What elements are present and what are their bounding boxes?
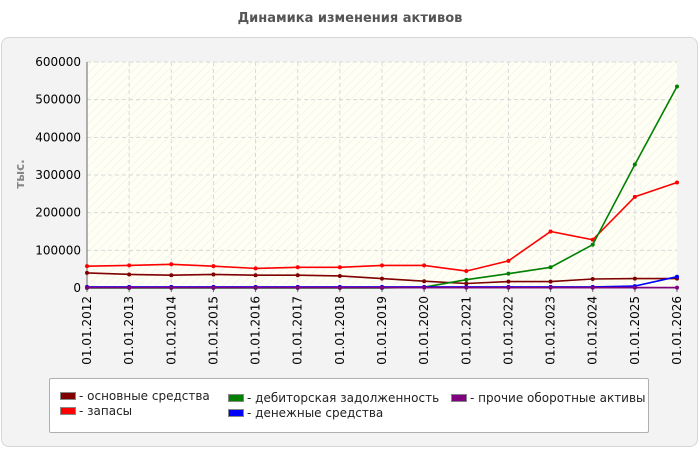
- legend-label: - основные средства: [79, 389, 210, 403]
- y-tick-label: 500000: [35, 93, 81, 107]
- series-point-1: [211, 272, 216, 277]
- x-tick-label: 01.01.2025: [628, 296, 642, 365]
- series-point-1: [422, 279, 427, 284]
- x-tick-label: 01.01.2016: [249, 296, 263, 365]
- y-tick-label: 0: [73, 281, 81, 295]
- series-point-5: [211, 285, 216, 290]
- chart-title: Динамика изменения активов: [237, 11, 463, 26]
- series-point-1: [295, 273, 300, 278]
- series-point-2: [337, 265, 342, 270]
- x-tick-label: 01.01.2021: [459, 296, 473, 365]
- series-point-2: [127, 263, 132, 268]
- series-point-4: [675, 274, 679, 279]
- series-point-2: [590, 237, 595, 242]
- series-point-2: [211, 264, 216, 269]
- y-tick-label: 200000: [35, 206, 81, 220]
- series-point-3: [675, 84, 679, 89]
- series-point-3: [590, 242, 595, 247]
- series-point-2: [506, 258, 511, 263]
- series-point-1: [590, 276, 595, 281]
- x-tick-label: 01.01.2023: [544, 296, 558, 365]
- series-point-1: [506, 279, 511, 284]
- legend-item: - основные средства: [60, 389, 210, 403]
- series-point-2: [253, 266, 258, 271]
- series-point-2: [295, 265, 300, 270]
- x-tick-label: 01.01.2020: [417, 296, 431, 365]
- legend-item: - запасы: [60, 404, 132, 418]
- legend-item: - денежные средства: [228, 406, 383, 420]
- series-point-3: [506, 271, 511, 276]
- x-tick-label: 01.01.2015: [206, 296, 220, 365]
- chart-legend: - основные средства - запасы - дебиторская…: [49, 378, 649, 433]
- series-point-1: [548, 279, 553, 284]
- legend-label: - денежные средства: [247, 406, 384, 420]
- series-point-2: [169, 262, 174, 267]
- x-tick-label: 01.01.2014: [164, 296, 178, 365]
- series-point-5: [295, 285, 300, 290]
- y-tick-label: 300000: [35, 168, 81, 182]
- legend-swatch: [451, 394, 467, 402]
- series-point-2: [85, 264, 89, 269]
- series-point-5: [506, 285, 511, 290]
- x-tick-label: 01.01.2026: [670, 296, 684, 365]
- series-point-2: [632, 194, 637, 199]
- series-point-1: [85, 270, 89, 275]
- y-tick-label: 600000: [35, 55, 81, 69]
- legend-swatch: [60, 407, 76, 415]
- legend-swatch: [228, 394, 244, 402]
- series-point-1: [464, 281, 469, 286]
- legend-item: - дебиторская задолженность: [228, 391, 439, 405]
- series-point-3: [632, 162, 637, 167]
- series-point-5: [632, 285, 637, 290]
- series-point-3: [548, 265, 553, 270]
- legend-label: - запасы: [79, 404, 133, 418]
- series-point-1: [253, 273, 258, 278]
- series-point-1: [337, 273, 342, 278]
- x-tick-label: 01.01.2024: [586, 296, 600, 365]
- series-point-2: [675, 180, 679, 185]
- y-axis-label: тыс.: [13, 159, 27, 188]
- legend-swatch: [60, 392, 76, 400]
- x-tick-label: 01.01.2019: [375, 296, 389, 365]
- x-tick-label: 01.01.2017: [291, 296, 305, 365]
- series-point-5: [548, 285, 553, 290]
- legend-item: - прочие оборотные активы: [451, 391, 646, 405]
- series-point-5: [85, 285, 89, 290]
- legend-swatch: [228, 409, 244, 417]
- series-point-5: [169, 285, 174, 290]
- x-tick-label: 01.01.2013: [122, 296, 136, 365]
- series-point-5: [337, 285, 342, 290]
- legend-label: - дебиторская задолженность: [247, 391, 440, 405]
- series-point-3: [464, 277, 469, 282]
- series-point-1: [632, 276, 637, 281]
- y-tick-label: 400000: [35, 130, 81, 144]
- y-tick-label: 100000: [35, 243, 81, 257]
- series-point-2: [464, 269, 469, 274]
- series-point-5: [464, 285, 469, 290]
- series-point-5: [253, 285, 258, 290]
- series-point-2: [422, 263, 427, 268]
- series-point-5: [127, 285, 132, 290]
- series-point-5: [675, 285, 679, 290]
- x-tick-label: 01.01.2012: [80, 296, 94, 365]
- series-point-1: [127, 272, 132, 277]
- series-point-5: [380, 285, 384, 290]
- x-tick-label: 01.01.2018: [333, 296, 347, 365]
- series-point-1: [380, 276, 384, 281]
- series-point-1: [169, 273, 174, 278]
- legend-label: - прочие оборотные активы: [470, 391, 646, 405]
- series-point-5: [422, 285, 427, 290]
- x-tick-label: 01.01.2022: [501, 296, 515, 365]
- series-point-2: [548, 229, 553, 234]
- series-point-5: [590, 285, 595, 290]
- series-point-2: [380, 263, 384, 268]
